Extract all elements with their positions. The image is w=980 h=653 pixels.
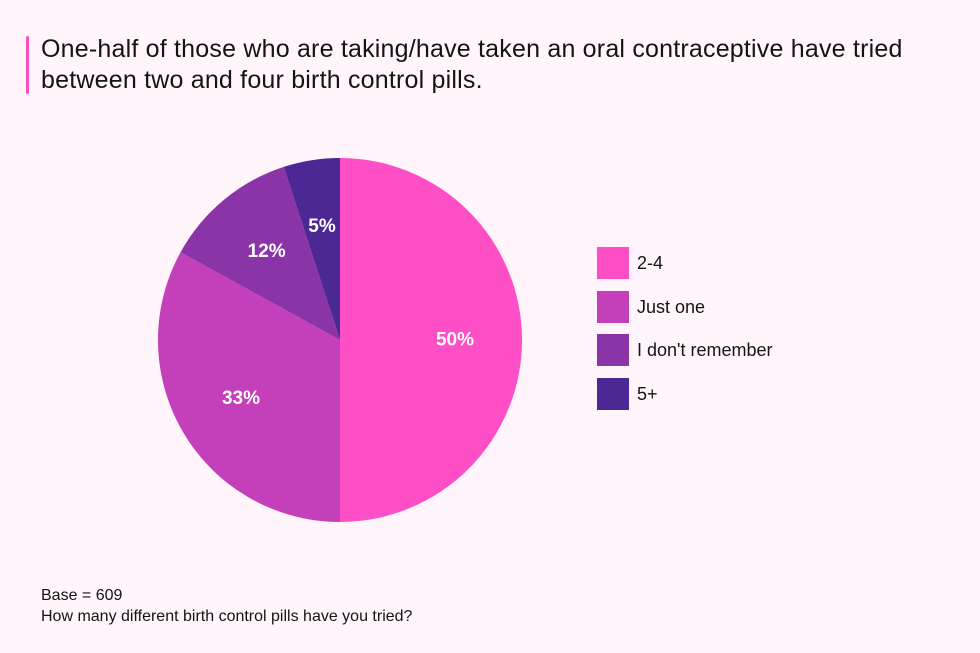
pie-slice-5 (283, 158, 340, 340)
slice-label-just-one: 33% (222, 388, 260, 409)
chart-footer: Base = 609 How many different birth cont… (41, 585, 412, 627)
legend-label-just-one: Just one (637, 296, 706, 317)
legend-label-2-4: 2-4 (637, 253, 664, 273)
slice-label-2-4: 50% (436, 330, 474, 351)
slice-label-5: 5% (308, 216, 336, 237)
pie-slice-2-4 (340, 158, 522, 522)
pie-slice-i-don-t-remember (180, 166, 340, 340)
survey-question: How many different birth control pills h… (41, 608, 413, 625)
pie-slice-just-one (158, 252, 340, 522)
legend-label-dont-remember: I don't remember (637, 340, 773, 360)
chart-title: One-half of those who are taking/have ta… (41, 35, 903, 94)
legend-swatch-2-4 (597, 247, 629, 279)
slice-label-i-don-t-remember: 12% (248, 241, 286, 262)
legend-label-5-plus: 5+ (637, 383, 658, 404)
title-accent-bar (26, 36, 29, 94)
base-note: Base = 609 (41, 587, 123, 604)
pie-slice-labels: 50% 33% 12% 5% (222, 216, 474, 409)
legend-swatch-just-one (597, 290, 629, 323)
legend-swatch-5-plus (597, 377, 629, 410)
pie-slices (158, 158, 522, 522)
legend-swatch-dont-remember (597, 334, 629, 366)
